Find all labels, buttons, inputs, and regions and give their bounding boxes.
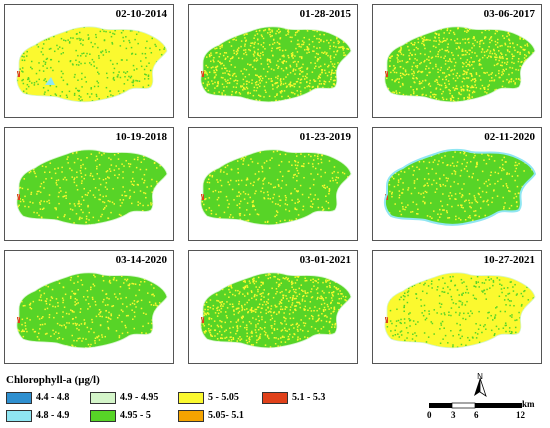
legend-label: 5 - 5.05 (208, 392, 239, 403)
lake-map (384, 272, 536, 349)
legend-swatch (6, 392, 32, 404)
scale-tick: 0 (427, 410, 432, 420)
map-panel: 10-19-2018 (4, 127, 174, 241)
lake-surface (200, 272, 351, 348)
map-panel: 03-01-2021 (188, 250, 358, 364)
panel-date: 10-27-2021 (483, 254, 535, 266)
legend-label: 4.4 - 4.8 (36, 392, 70, 403)
lake-map (16, 272, 168, 349)
map-panel: 03-14-2020 (4, 250, 174, 364)
lake-map (200, 26, 352, 103)
north-label: N (477, 372, 483, 381)
panel-date: 02-10-2014 (115, 8, 167, 20)
map-panel: 02-10-2014 (4, 4, 174, 118)
scale-tick: 6 (474, 410, 479, 420)
lake-map (383, 148, 537, 226)
panel-date: 10-19-2018 (115, 131, 167, 143)
legend-swatch (178, 392, 204, 404)
legend-swatch (6, 410, 32, 422)
map-panel: 10-27-2021 (372, 250, 542, 364)
lake-surface (16, 272, 168, 348)
legend-title: Chlorophyll-a (μg/l) (6, 374, 100, 386)
scale-tick: 3 (451, 410, 456, 420)
lake-map (200, 272, 352, 349)
legend-label: 4.8 - 4.9 (36, 410, 70, 421)
lake-surface (16, 149, 168, 225)
north-arrow-icon: N (474, 372, 487, 397)
panel-date: 03-01-2021 (299, 254, 351, 266)
panel-date: 01-23-2019 (299, 131, 351, 143)
legend-swatch (90, 392, 116, 404)
lake-map (16, 149, 168, 226)
lake-map (384, 26, 536, 103)
panel-date: 01-28-2015 (299, 8, 351, 20)
legend-label: 5.1 - 5.3 (292, 392, 326, 403)
lake-surface (200, 26, 351, 102)
panel-date: 03-06-2017 (483, 8, 535, 20)
map-panel: 03-06-2017 (372, 4, 542, 118)
panel-date: 03-14-2020 (115, 254, 167, 266)
lake-surface (384, 149, 535, 225)
lake-surface (384, 26, 535, 102)
lake-map (200, 149, 352, 226)
legend-swatch (90, 410, 116, 422)
lake-surface (384, 272, 535, 348)
scale-unit: km (522, 399, 535, 409)
panel-date: 02-11-2020 (484, 131, 535, 143)
scale-tick: 12 (516, 410, 525, 420)
scale-bar (429, 402, 522, 409)
legend-swatch (178, 410, 204, 422)
map-panel: 01-28-2015 (188, 4, 358, 118)
map-panel: 01-23-2019 (188, 127, 358, 241)
legend-label: 4.9 - 4.95 (120, 392, 159, 403)
legend-swatch (262, 392, 288, 404)
lake-map (16, 26, 168, 103)
legend-label: 4.95 - 5 (120, 410, 151, 421)
legend-label: 5.05- 5.1 (208, 410, 244, 421)
map-panel: 02-11-2020 (372, 127, 542, 241)
